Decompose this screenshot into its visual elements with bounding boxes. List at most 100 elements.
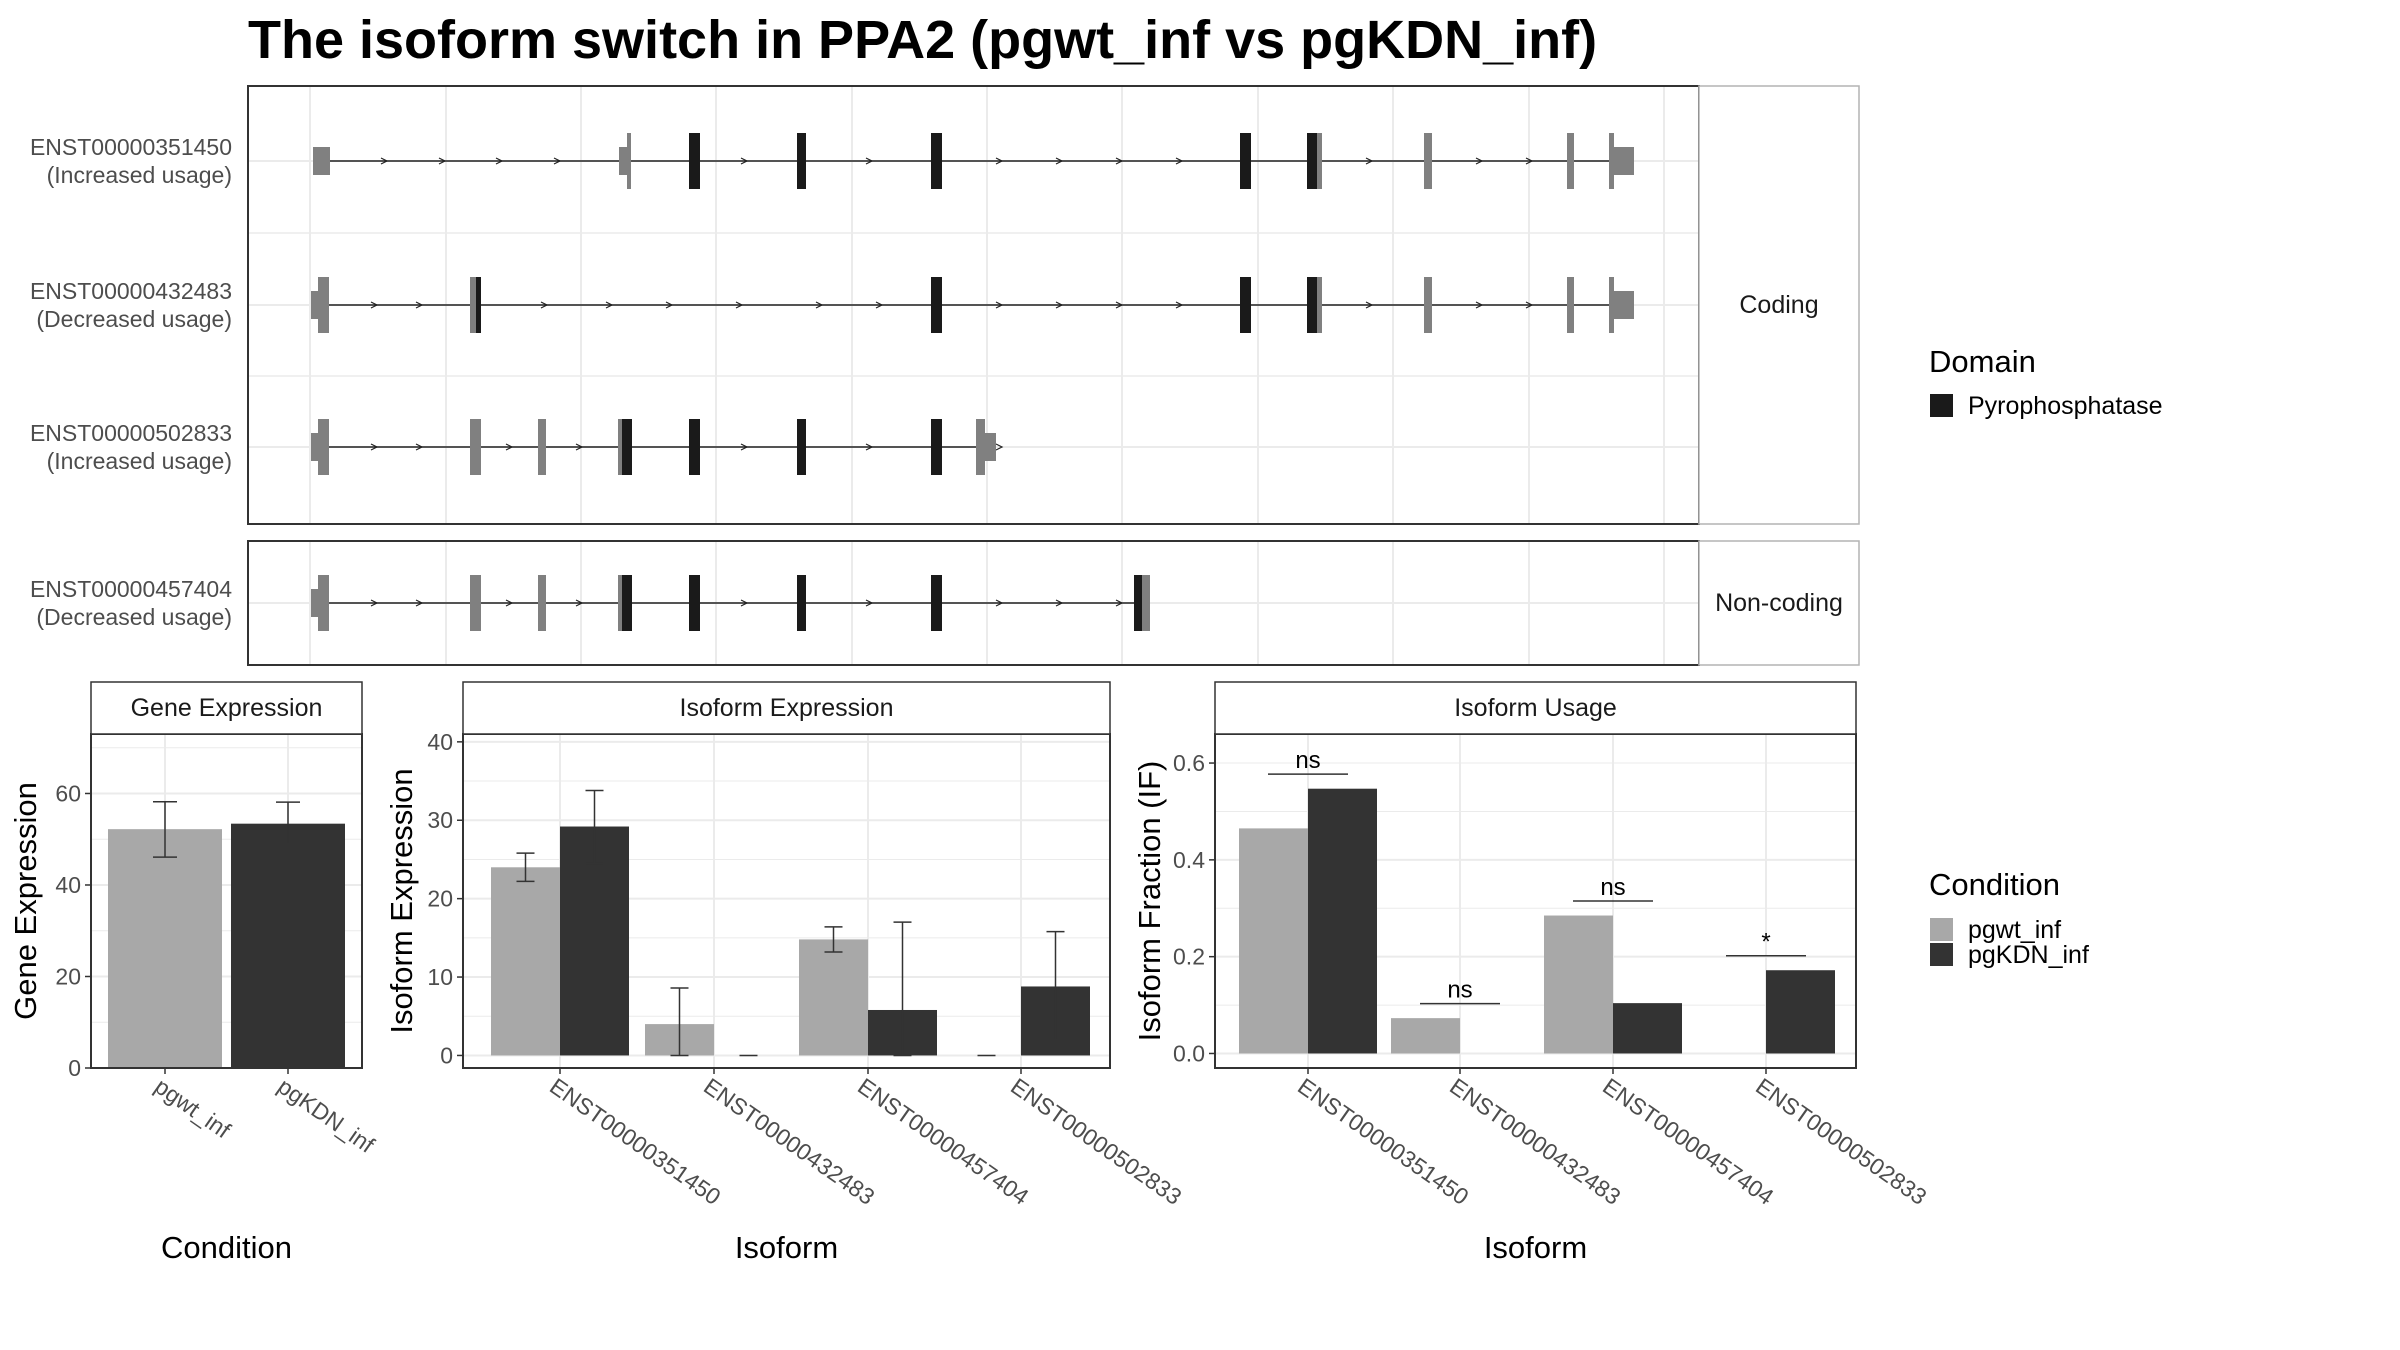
transcript-usage-label: (Increased usage) <box>47 162 232 188</box>
domain-exon <box>797 133 806 189</box>
exon <box>985 433 996 461</box>
strand-arrow <box>505 443 514 451</box>
strand-arrow <box>1055 157 1064 165</box>
transcript-usage-label: (Increased usage) <box>47 448 232 474</box>
x-tick-label: ENST00000502833 <box>1751 1073 1931 1210</box>
chart-title: The isoform switch in PPA2 (pgwt_inf vs … <box>248 10 1597 70</box>
legend-label-pgwt: pgwt_inf <box>1968 916 2061 944</box>
strand-arrow <box>575 599 584 607</box>
exon <box>619 147 627 175</box>
exon <box>311 433 318 461</box>
strand-arrow <box>1365 301 1374 309</box>
facet-strip-label: Gene Expression <box>131 694 323 722</box>
x-tick-label: ENST00000502833 <box>1006 1073 1186 1210</box>
strand-arrow <box>1525 301 1534 309</box>
transcript-usage-label: (Decreased usage) <box>36 604 232 630</box>
strand-arrow <box>865 599 874 607</box>
exon <box>1567 133 1574 189</box>
strand-arrow <box>1115 301 1124 309</box>
x-axis-title: Condition <box>161 1230 292 1265</box>
significance-label: * <box>1761 929 1770 956</box>
exon <box>311 291 318 319</box>
significance-label: ns <box>1295 747 1320 774</box>
exon <box>1614 147 1634 175</box>
exon <box>470 419 481 475</box>
strand-arrow <box>415 599 424 607</box>
domain-exon <box>931 575 942 631</box>
legend-key-pgwt <box>1930 918 1953 941</box>
x-tick-label: pgKDN_inf <box>273 1073 380 1158</box>
exon <box>1614 291 1634 319</box>
strand-arrow <box>380 157 389 165</box>
bar <box>491 867 560 1056</box>
y-tick-label: 0.6 <box>1173 750 1205 776</box>
exon <box>470 277 476 333</box>
facet-label-coding: Coding <box>1739 291 1818 319</box>
facet-strip-label: Isoform Expression <box>680 694 894 722</box>
x-axis-title: Isoform <box>1484 1230 1587 1265</box>
strand-arrow <box>415 443 424 451</box>
exon <box>1142 575 1150 631</box>
y-tick-label: 0.0 <box>1173 1040 1205 1066</box>
transcript-id-label: ENST00000457404 <box>30 576 232 602</box>
legend-key-pgkdn <box>1930 943 1953 966</box>
facet-strip-label: Isoform Usage <box>1454 694 1617 722</box>
exon <box>627 133 631 189</box>
error-bar <box>153 800 177 858</box>
y-tick-label: 20 <box>55 963 81 989</box>
domain-exon <box>1307 133 1317 189</box>
strand-arrow <box>1525 157 1534 165</box>
y-tick-label: 60 <box>55 780 81 806</box>
domain-exon <box>1307 277 1317 333</box>
facet-strip <box>462 681 1111 735</box>
domain-exon <box>797 419 806 475</box>
facet-strip <box>1698 85 1860 525</box>
transcript-usage-label: (Decreased usage) <box>36 306 232 332</box>
error-bar <box>670 987 689 1057</box>
strand-arrow <box>815 301 824 309</box>
facet-strip <box>1698 540 1860 666</box>
y-tick-label: 10 <box>427 964 453 990</box>
domain-exon <box>1240 133 1251 189</box>
y-tick-label: 30 <box>427 807 453 833</box>
x-axis-title: Isoform <box>735 1230 838 1265</box>
exon <box>538 575 546 631</box>
domain-exon <box>931 277 942 333</box>
y-tick-label: 0.2 <box>1173 944 1205 970</box>
bar <box>108 829 222 1068</box>
strand-arrow <box>995 443 1004 451</box>
y-tick-label: 40 <box>427 729 453 755</box>
transcript-id-label: ENST00000351450 <box>30 134 232 160</box>
bar <box>1239 828 1308 1054</box>
domain-exon <box>689 419 700 475</box>
strand-arrow <box>740 599 749 607</box>
bar <box>1308 788 1377 1054</box>
bar <box>560 826 629 1056</box>
exon <box>618 575 622 631</box>
exon <box>1424 133 1432 189</box>
strand-arrow <box>1475 157 1484 165</box>
strand-arrow <box>505 599 514 607</box>
exon <box>313 147 330 175</box>
strand-arrow <box>865 157 874 165</box>
error-bar <box>824 926 843 953</box>
strand-arrow <box>540 301 549 309</box>
facet-strip <box>1214 681 1857 735</box>
legend-label-pgkdn: pgKDN_inf <box>1968 941 2089 969</box>
exon <box>1317 133 1322 189</box>
domain-exon <box>689 575 700 631</box>
exon <box>318 419 329 475</box>
exon <box>1609 277 1614 333</box>
strand-arrow <box>740 157 749 165</box>
domain-exon <box>931 419 942 475</box>
y-axis-title: Isoform Expression <box>384 768 419 1033</box>
bar <box>231 823 345 1068</box>
facet-label-noncoding: Non-coding <box>1715 589 1843 617</box>
y-tick-label: 40 <box>55 872 81 898</box>
strand-arrow <box>1055 599 1064 607</box>
strand-arrow <box>438 157 447 165</box>
legend-label-pyrophosphatase: Pyrophosphatase <box>1968 392 2163 420</box>
exon <box>976 419 985 475</box>
y-tick-label: 0.4 <box>1173 847 1205 873</box>
bar <box>1766 970 1835 1054</box>
